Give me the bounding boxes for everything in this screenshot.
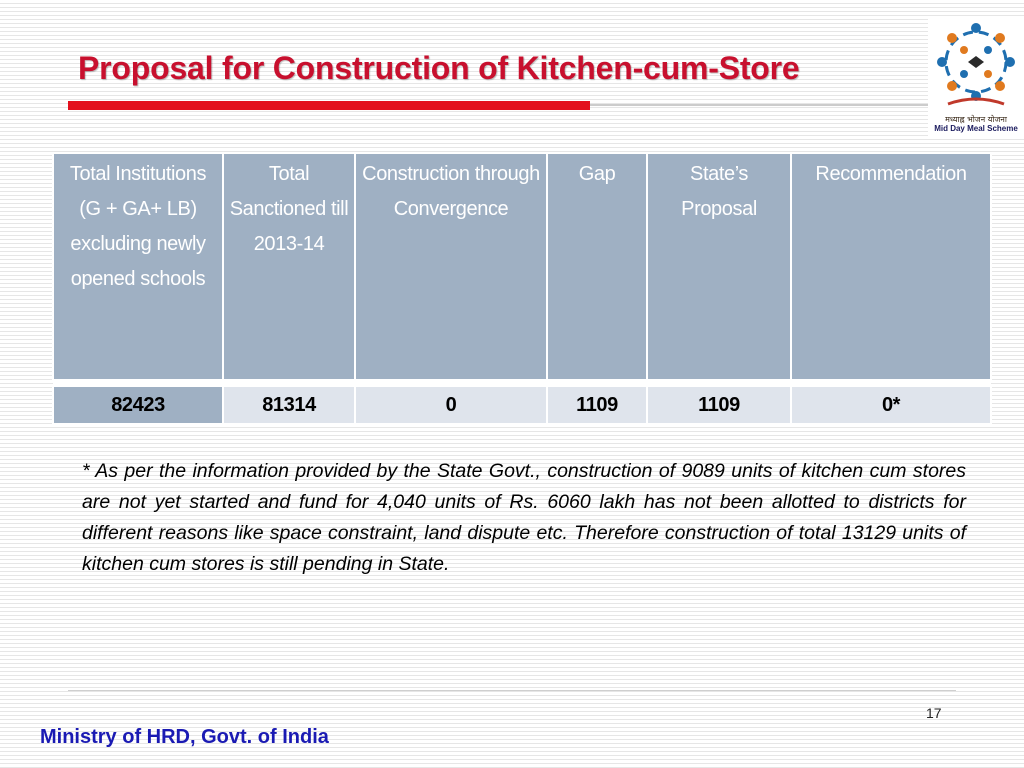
header-total-sanctioned: Total Sanctioned till 2013-14 — [222, 152, 356, 381]
cell-construction-convergence: 0 — [354, 385, 548, 425]
ministry-footer: Ministry of HRD, Govt. of India — [40, 726, 329, 748]
table-header-row: Total Institutions (G + GA+ LB) excludin… — [52, 152, 992, 381]
header-gap: Gap — [546, 152, 648, 381]
cell-recommendation: 0* — [790, 385, 992, 425]
footer-divider — [68, 690, 956, 691]
cell-state-proposal: 1109 — [646, 385, 792, 425]
logo-english-text: Mid Day Meal Scheme — [934, 124, 1018, 133]
table-row: 82423 81314 0 1109 1109 0* — [52, 385, 992, 425]
kitchen-store-table: Total Institutions (G + GA+ LB) excludin… — [52, 152, 992, 425]
header-total-institutions: Total Institutions (G + GA+ LB) excludin… — [52, 152, 224, 381]
header-construction-convergence: Construction through Convergence — [354, 152, 548, 381]
title-underline-grey — [590, 104, 930, 106]
header-state-proposal: State’s Proposal — [646, 152, 792, 381]
slide-title: Proposal for Construction of Kitchen-cum… — [78, 50, 800, 86]
logo-hindi-text: मध्याह्न भोजन योजना — [945, 115, 1007, 124]
header-recommendation: Recommendation — [790, 152, 992, 381]
mid-day-meal-logo: मध्याह्न भोजन योजना Mid Day Meal Scheme — [928, 16, 1024, 136]
cell-total-sanctioned: 81314 — [222, 385, 356, 425]
page-number: 17 — [926, 705, 942, 721]
cell-total-institutions: 82423 — [52, 385, 224, 425]
table-spacer — [53, 380, 991, 386]
footnote-text: * As per the information provided by the… — [82, 460, 966, 575]
cell-gap: 1109 — [546, 385, 648, 425]
title-underline-red — [68, 101, 590, 110]
mid-day-meal-emblem-icon — [937, 23, 1015, 106]
